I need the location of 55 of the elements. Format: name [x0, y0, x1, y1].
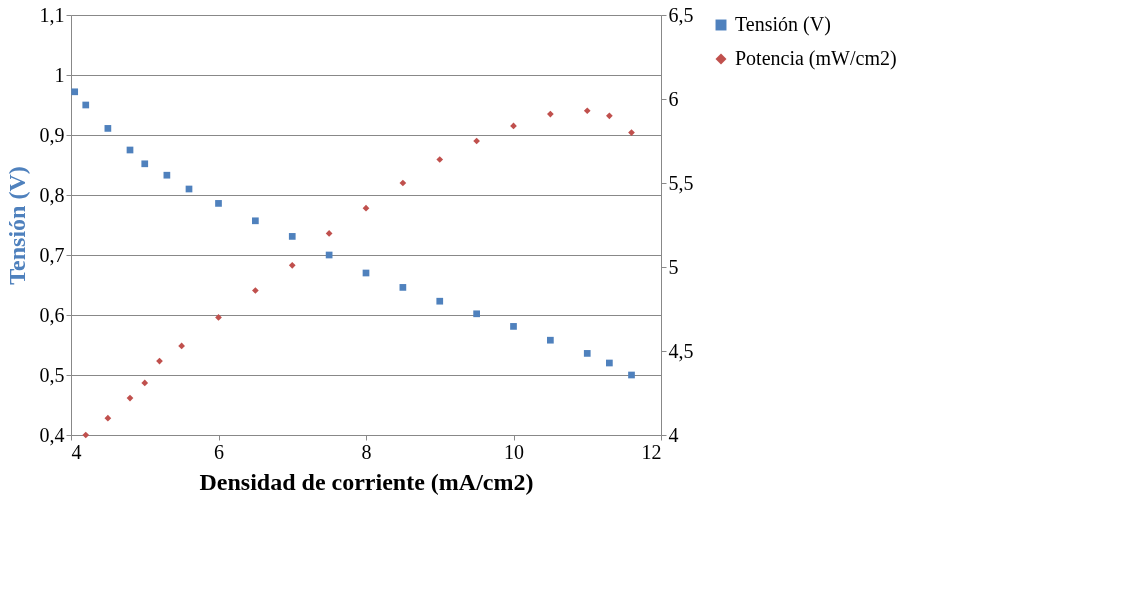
point [82, 431, 90, 439]
y-axis-title: Tensión (V) [3, 166, 30, 285]
point [583, 350, 591, 357]
y-tick-label: 0,8 [39, 183, 65, 206]
point [606, 359, 613, 367]
point [362, 204, 370, 212]
legend-label: Tensión (V) [735, 13, 831, 36]
point [436, 297, 444, 305]
point [126, 394, 134, 402]
y2-tick-label: 5 [668, 255, 679, 278]
legend-label: Potencia (mW/cm2) [735, 47, 897, 70]
y-tick-label: 1,1 [39, 3, 65, 26]
y2-tick-label: 6,5 [668, 3, 694, 26]
point [163, 171, 171, 179]
y2-tick-label: 5,5 [668, 171, 694, 194]
point [436, 156, 444, 163]
x-tick-label: 12 [641, 440, 662, 463]
point [141, 160, 149, 168]
y-tick-label: 0,7 [39, 243, 65, 266]
y2-tick-label: 4,5 [668, 339, 694, 362]
point [288, 261, 296, 269]
point [510, 323, 517, 330]
point [252, 217, 259, 225]
y-tick-label: 1 [54, 63, 65, 86]
point [628, 129, 635, 136]
point [399, 179, 407, 187]
x-axis-title: Densidad de corriente (mA/cm2) [199, 468, 534, 495]
x-tick-label: 8 [361, 440, 372, 463]
point [71, 88, 79, 96]
point [606, 112, 613, 120]
point [325, 230, 333, 237]
x-tick-label: 6 [214, 440, 224, 463]
x-tick-label: 10 [504, 440, 524, 463]
point [547, 336, 554, 344]
point [628, 371, 635, 379]
point [252, 287, 259, 294]
point [583, 107, 591, 115]
y-tick-label: 0,6 [39, 303, 65, 326]
point [547, 110, 554, 118]
point [104, 414, 112, 422]
y-tick-label: 0,9 [39, 123, 65, 146]
point [104, 125, 112, 132]
point [141, 379, 149, 387]
point [215, 200, 222, 207]
y-tick-label: 0,5 [39, 363, 65, 386]
point [82, 101, 90, 109]
point [215, 314, 222, 321]
point [399, 284, 407, 291]
y2-tick-label: 6 [668, 87, 679, 110]
point [288, 233, 296, 240]
point [178, 342, 185, 350]
point [473, 310, 480, 318]
y-tick-label: 0,4 [39, 423, 65, 446]
y2-tick-label: 4 [668, 423, 679, 446]
x-tick-label: 4 [71, 440, 82, 463]
